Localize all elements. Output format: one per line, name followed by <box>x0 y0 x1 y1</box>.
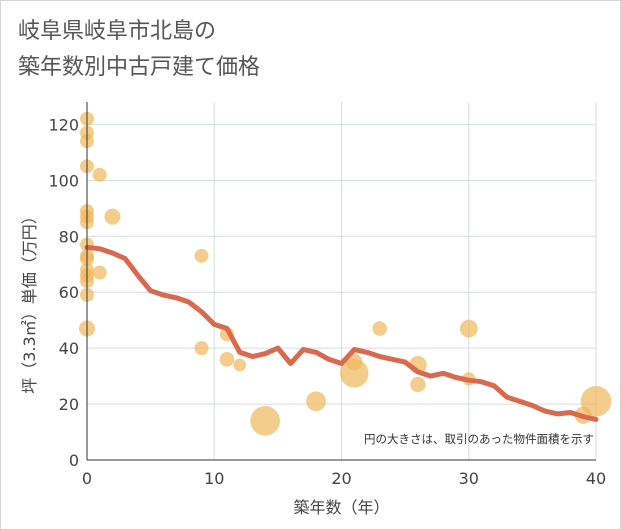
y-axis-label: 坪（3.3㎡）単価（万円） <box>20 208 39 393</box>
bubbles <box>79 111 612 436</box>
y-tick-label: 20 <box>59 395 79 414</box>
x-tick-label: 40 <box>586 469 606 488</box>
y-tick-label: 100 <box>48 171 79 190</box>
scatter-point <box>194 341 209 356</box>
x-axis-label: 築年数（年） <box>293 498 389 517</box>
scatter-point <box>306 391 326 412</box>
scatter-point <box>219 352 235 367</box>
y-tick-label: 60 <box>59 283 79 302</box>
scatter-point <box>580 385 612 417</box>
grid <box>86 102 597 461</box>
chart-title: 岐阜県岐阜市北島の 築年数別中古戸建て価格 <box>18 14 260 86</box>
y-tick-label: 40 <box>59 339 79 358</box>
scatter-point <box>92 167 107 182</box>
trend <box>84 244 599 422</box>
scatter-point <box>92 265 107 280</box>
scatter-point <box>410 376 426 393</box>
x-tick-label: 0 <box>82 469 92 488</box>
scatter-point <box>233 358 246 372</box>
scatter-point <box>372 321 387 336</box>
scatter-point <box>250 406 280 436</box>
scatter-point <box>459 319 478 338</box>
y-tick-label: 80 <box>59 227 79 246</box>
y-tick-label: 120 <box>48 115 79 134</box>
y-tick-label: 0 <box>69 451 79 470</box>
scatter-point <box>339 358 369 388</box>
scatter-point <box>104 208 121 225</box>
chart-title-line-1: 岐阜県岐阜市北島の <box>18 19 217 44</box>
scatter-point <box>194 248 209 263</box>
x-tick-label: 20 <box>331 469 351 488</box>
axes: 0 20 40 60 80 100 120 0 10 20 30 40 <box>48 102 606 488</box>
x-tick-label: 30 <box>459 469 479 488</box>
trend-line <box>84 244 599 422</box>
x-tick-label: 10 <box>204 469 224 488</box>
chart-title-line-2: 築年数別中古戸建て価格 <box>18 55 261 80</box>
size-note: 円の大きさは、取引のあった物件面積を示す <box>364 432 594 446</box>
